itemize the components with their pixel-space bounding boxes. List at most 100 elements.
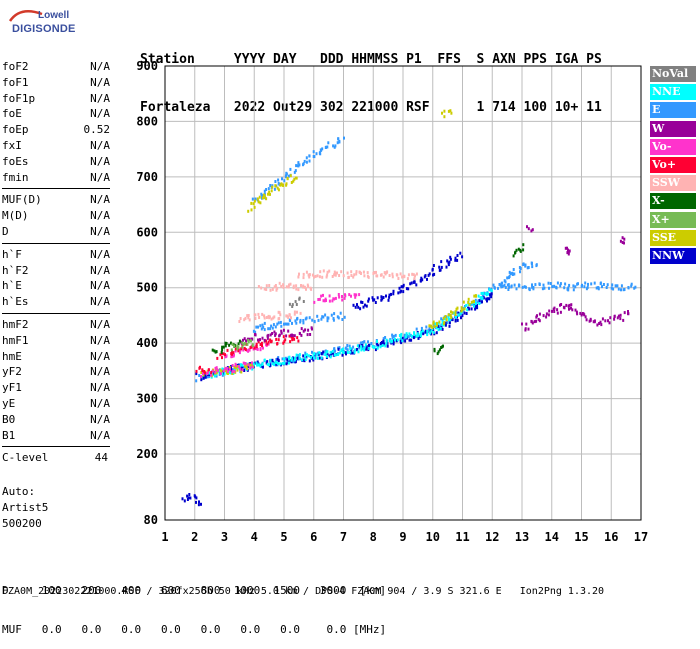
echo-point xyxy=(257,363,260,367)
echo-point xyxy=(411,272,414,276)
echo-point xyxy=(461,308,464,312)
echo-point xyxy=(321,315,324,319)
echo-point xyxy=(270,324,273,328)
echo-point xyxy=(427,273,430,277)
echo-point xyxy=(413,333,416,336)
echo-point xyxy=(598,322,601,325)
echo-point xyxy=(316,314,319,318)
echo-point xyxy=(443,115,446,119)
echo-point xyxy=(262,193,265,197)
echo-point xyxy=(513,283,516,287)
plot-frame xyxy=(164,65,642,521)
echo-point xyxy=(201,377,204,380)
echo-point xyxy=(296,310,298,314)
echo-point xyxy=(617,287,620,291)
echo-point xyxy=(363,346,366,350)
echo-point xyxy=(238,351,241,355)
echo-point xyxy=(248,337,251,341)
legend-item-x: X- xyxy=(650,193,696,210)
echo-point xyxy=(309,333,312,336)
echo-point xyxy=(543,286,546,290)
echo-point xyxy=(255,342,258,346)
echo-point xyxy=(278,333,281,337)
echo-point xyxy=(463,311,466,315)
echo-point xyxy=(270,317,273,321)
echo-point xyxy=(574,308,577,312)
echo-point xyxy=(517,247,520,251)
echo-point xyxy=(233,365,236,369)
echo-point xyxy=(200,378,203,382)
echo-point xyxy=(404,339,407,343)
echo-point xyxy=(286,322,289,326)
echo-point xyxy=(454,310,457,314)
echo-point xyxy=(442,316,445,320)
echo-point xyxy=(293,337,296,341)
echo-point xyxy=(254,197,257,201)
echo-point xyxy=(458,313,461,317)
echo-point xyxy=(398,286,401,290)
echo-point xyxy=(276,322,279,326)
echo-point xyxy=(285,171,288,175)
echo-point xyxy=(599,320,602,324)
echo-point xyxy=(451,311,454,315)
echo-point xyxy=(233,344,236,348)
echo-point xyxy=(284,322,287,326)
echo-point xyxy=(284,174,287,178)
echo-point xyxy=(308,159,311,163)
echo-point xyxy=(362,270,365,274)
echo-point xyxy=(453,311,455,315)
echo-point xyxy=(338,351,341,355)
echo-point xyxy=(271,362,274,366)
echo-point xyxy=(247,363,250,367)
echo-point xyxy=(302,319,305,322)
echo-point xyxy=(284,338,287,342)
param-row-foes: foEs N/A xyxy=(2,154,110,170)
echo-point xyxy=(311,318,314,322)
param-name: h`Es xyxy=(2,295,29,309)
echo-point xyxy=(244,365,247,369)
echo-point xyxy=(630,284,633,288)
echo-point xyxy=(448,318,450,321)
echo-point xyxy=(355,348,358,351)
echo-point xyxy=(370,342,373,345)
y-tick-label: 80 xyxy=(144,513,158,527)
echo-point xyxy=(507,288,510,291)
echo-point xyxy=(338,346,341,350)
echo-point xyxy=(454,256,457,260)
echo-point xyxy=(606,283,609,287)
echo-point xyxy=(356,344,359,348)
param-value: 0.52 xyxy=(83,123,111,137)
echo-point xyxy=(234,349,237,353)
echo-point xyxy=(368,347,371,350)
echo-point xyxy=(519,270,521,274)
echo-point xyxy=(355,270,358,274)
echo-point xyxy=(254,361,257,365)
echo-point xyxy=(247,316,250,320)
echo-point xyxy=(276,357,279,361)
y-tick-label: 200 xyxy=(136,447,158,461)
echo-point xyxy=(320,352,323,356)
echo-point xyxy=(302,329,305,333)
echo-point xyxy=(248,348,250,352)
echo-point xyxy=(302,163,304,167)
echo-point xyxy=(282,341,285,345)
echo-point xyxy=(296,336,299,340)
echo-point xyxy=(397,291,400,295)
x-tick-label: 8 xyxy=(370,530,377,544)
echo-point xyxy=(437,322,440,326)
echo-point xyxy=(337,347,340,351)
echo-point xyxy=(293,177,296,181)
echo-point xyxy=(609,316,612,320)
echo-point xyxy=(431,326,434,330)
echo-point xyxy=(311,273,314,277)
echo-point xyxy=(492,283,495,287)
echo-point xyxy=(241,341,244,345)
echo-point xyxy=(238,339,241,343)
echo-point xyxy=(374,301,377,304)
echo-point xyxy=(211,348,214,352)
echo-point xyxy=(307,354,310,358)
echo-point xyxy=(619,239,622,243)
echo-point xyxy=(293,312,296,316)
echo-point xyxy=(361,341,364,344)
echo-point xyxy=(359,307,362,311)
